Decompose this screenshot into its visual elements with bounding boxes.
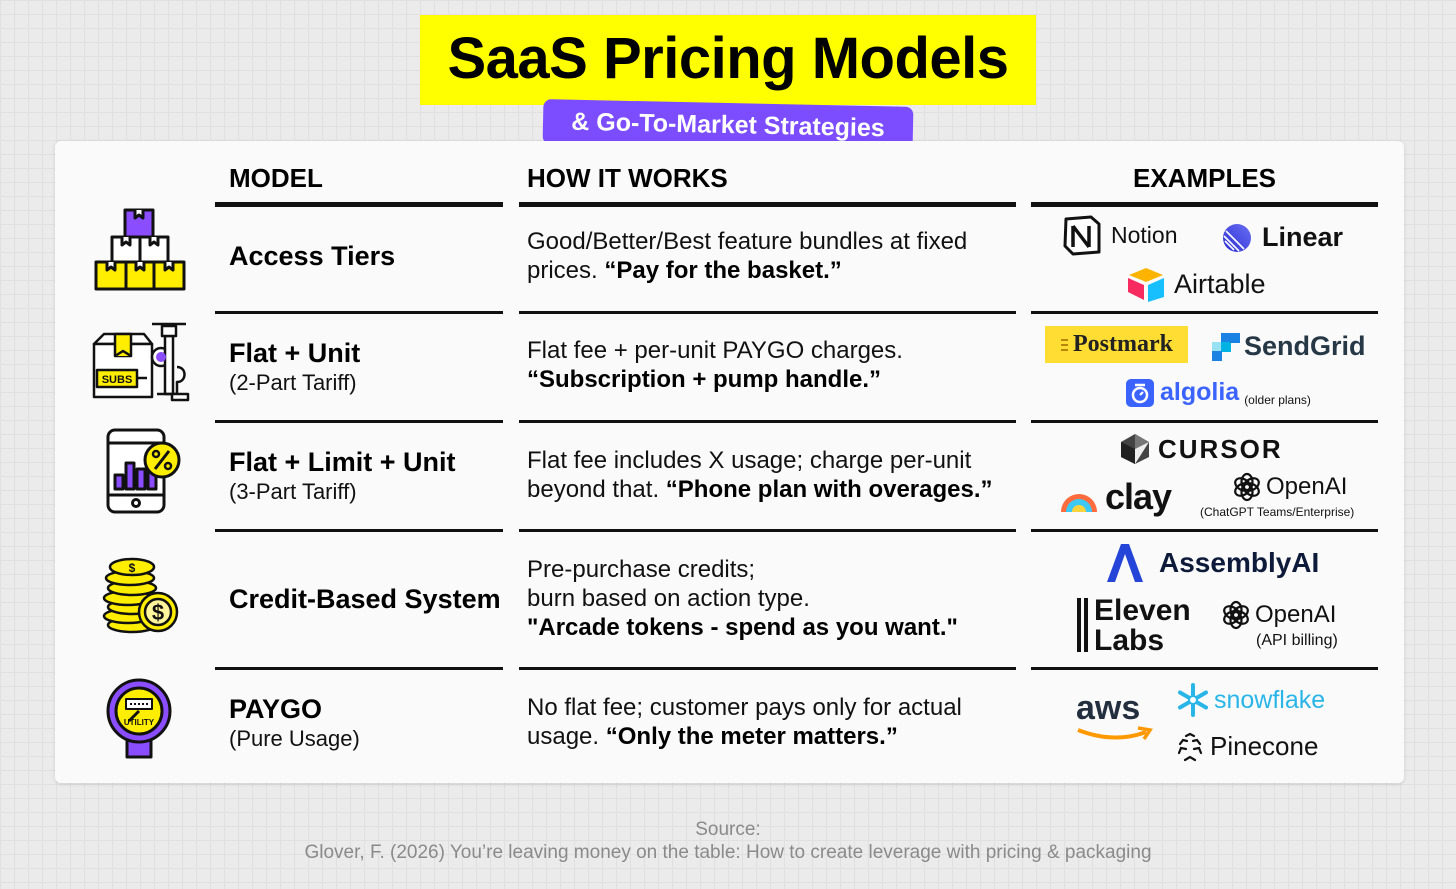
header-rule-model (215, 202, 503, 207)
postmark-icon (1061, 338, 1068, 351)
svg-text:UTILITY: UTILITY (124, 718, 155, 727)
how-quote: “Phone plan with overages.” (665, 476, 993, 503)
aws-smile-icon (1077, 726, 1153, 740)
model-subtitle: (Pure Usage) (229, 726, 360, 751)
aws-logo: aws (1076, 690, 1154, 742)
how-quote: “Subscription + pump handle.” (527, 366, 882, 393)
content-card (55, 141, 1404, 783)
model-cell: Credit-Based System (229, 584, 501, 615)
how-text-line-1: Pre-purchase credits; (527, 556, 756, 583)
clay-logo: clay (1059, 476, 1172, 518)
snowflake-icon (1178, 683, 1208, 717)
cursor-logo: CURSOR (1120, 433, 1283, 465)
row-divider (215, 311, 503, 314)
openai-logo: OpenAI (1221, 600, 1336, 630)
sendgrid-icon (1212, 332, 1240, 361)
row-divider (215, 529, 503, 532)
utility-meter-icon: UTILITY (105, 677, 173, 766)
title-banner: SaaS Pricing Models (420, 15, 1036, 105)
algolia-logo: algolia (older plans) (1126, 378, 1311, 407)
row-divider (215, 667, 503, 670)
how-quote: "Arcade tokens - spend as you want." (527, 614, 958, 641)
how-it-works-cell: No flat fee; customer pays only for actu… (527, 693, 1007, 751)
sendgrid-logo: SendGrid (1212, 331, 1366, 362)
model-name: Flat + Limit + Unit (229, 447, 456, 477)
openai-logo: OpenAI (1232, 472, 1347, 502)
model-cell: Flat + Unit (2-Part Tariff) (229, 338, 360, 397)
how-it-works-cell: Good/Better/Best feature bundles at fixe… (527, 227, 1007, 285)
linear-icon (1223, 223, 1251, 252)
row-divider (519, 529, 1016, 532)
source-label: Source: (695, 819, 761, 840)
assemblyai-logo: AssemblyAI (1103, 542, 1319, 584)
model-name: Access Tiers (229, 241, 396, 271)
phone-chart-percent-icon (105, 427, 183, 520)
svg-text:$: $ (152, 600, 164, 625)
how-text: Good/Better/Best feature bundles at fixe… (527, 228, 968, 284)
row-divider (519, 311, 1016, 314)
assemblyai-icon (1107, 544, 1143, 582)
how-it-works-cell: Flat fee includes X usage; charge per-un… (527, 446, 1012, 504)
model-cell: Flat + Limit + Unit (3-Part Tariff) (229, 447, 456, 506)
how-text: Flat fee + per-unit PAYGO charges. (527, 337, 903, 364)
model-cell: PAYGO (Pure Usage) (229, 694, 360, 753)
subscription-box-pump-icon: SUBS (90, 322, 190, 407)
model-subtitle: (3-Part Tariff) (229, 479, 357, 504)
elevenlabs-icon (1077, 598, 1088, 652)
how-quote: “Pay for the basket.” (604, 257, 842, 284)
clay-icon (1061, 494, 1097, 512)
row-divider (1031, 667, 1378, 670)
source-citation: Glover, F. (2026) You’re leaving money o… (304, 842, 1152, 863)
page-title: SaaS Pricing Models (447, 26, 1009, 91)
row-divider (1031, 311, 1378, 314)
header-how-it-works: HOW IT WORKS (527, 163, 728, 193)
notion-logo: Notion (1061, 214, 1177, 256)
openai-plan-note: (ChatGPT Teams/Enterprise) (1200, 505, 1355, 519)
notion-icon (1063, 215, 1101, 256)
stacked-boxes-icon (93, 207, 187, 298)
pinecone-icon (1177, 732, 1203, 761)
model-cell: Access Tiers (229, 241, 395, 272)
how-quote: “Only the meter matters.” (605, 723, 898, 750)
row-divider (215, 420, 503, 423)
model-name: PAYGO (229, 694, 323, 724)
pinecone-logo: Pinecone (1176, 731, 1318, 762)
model-name: Credit-Based System (229, 584, 501, 614)
header-model: MODEL (229, 163, 323, 193)
row-divider (1031, 529, 1378, 532)
airtable-logo: Airtable (1126, 266, 1266, 302)
how-it-works-cell: Flat fee + per-unit PAYGO charges. “Subs… (527, 336, 1007, 394)
how-text: No flat fee; customer pays only for actu… (527, 694, 962, 750)
cursor-icon (1121, 434, 1149, 464)
airtable-icon (1128, 268, 1164, 302)
row-divider (519, 667, 1016, 670)
algolia-icon (1126, 378, 1154, 407)
how-it-works-cell: Pre-purchase credits; burn based on acti… (527, 555, 1012, 642)
elevenlabs-logo: Eleven Labs (1076, 596, 1191, 656)
openai-icon (1223, 600, 1249, 630)
how-text: Flat fee includes X usage; charge per-un… (527, 447, 972, 503)
model-subtitle: (2-Part Tariff) (229, 370, 357, 395)
coin-stack-icon: $ $ (100, 555, 180, 640)
postmark-logo: Postmark (1045, 326, 1188, 363)
snowflake-logo: snowflake (1175, 682, 1325, 718)
openai-icon (1234, 472, 1260, 502)
row-divider (1031, 420, 1378, 423)
svg-text:$: $ (129, 561, 136, 575)
header-rule-examples (1031, 202, 1378, 207)
linear-logo: Linear (1222, 222, 1343, 253)
header-rule-how (519, 202, 1016, 207)
row-divider (519, 420, 1016, 423)
openai-billing-note: (API billing) (1256, 632, 1338, 649)
how-text-line-2: burn based on action type. (527, 585, 810, 612)
svg-text:SUBS: SUBS (102, 374, 133, 386)
model-name: Flat + Unit (229, 338, 361, 368)
header-examples: EXAMPLES (1133, 163, 1277, 193)
